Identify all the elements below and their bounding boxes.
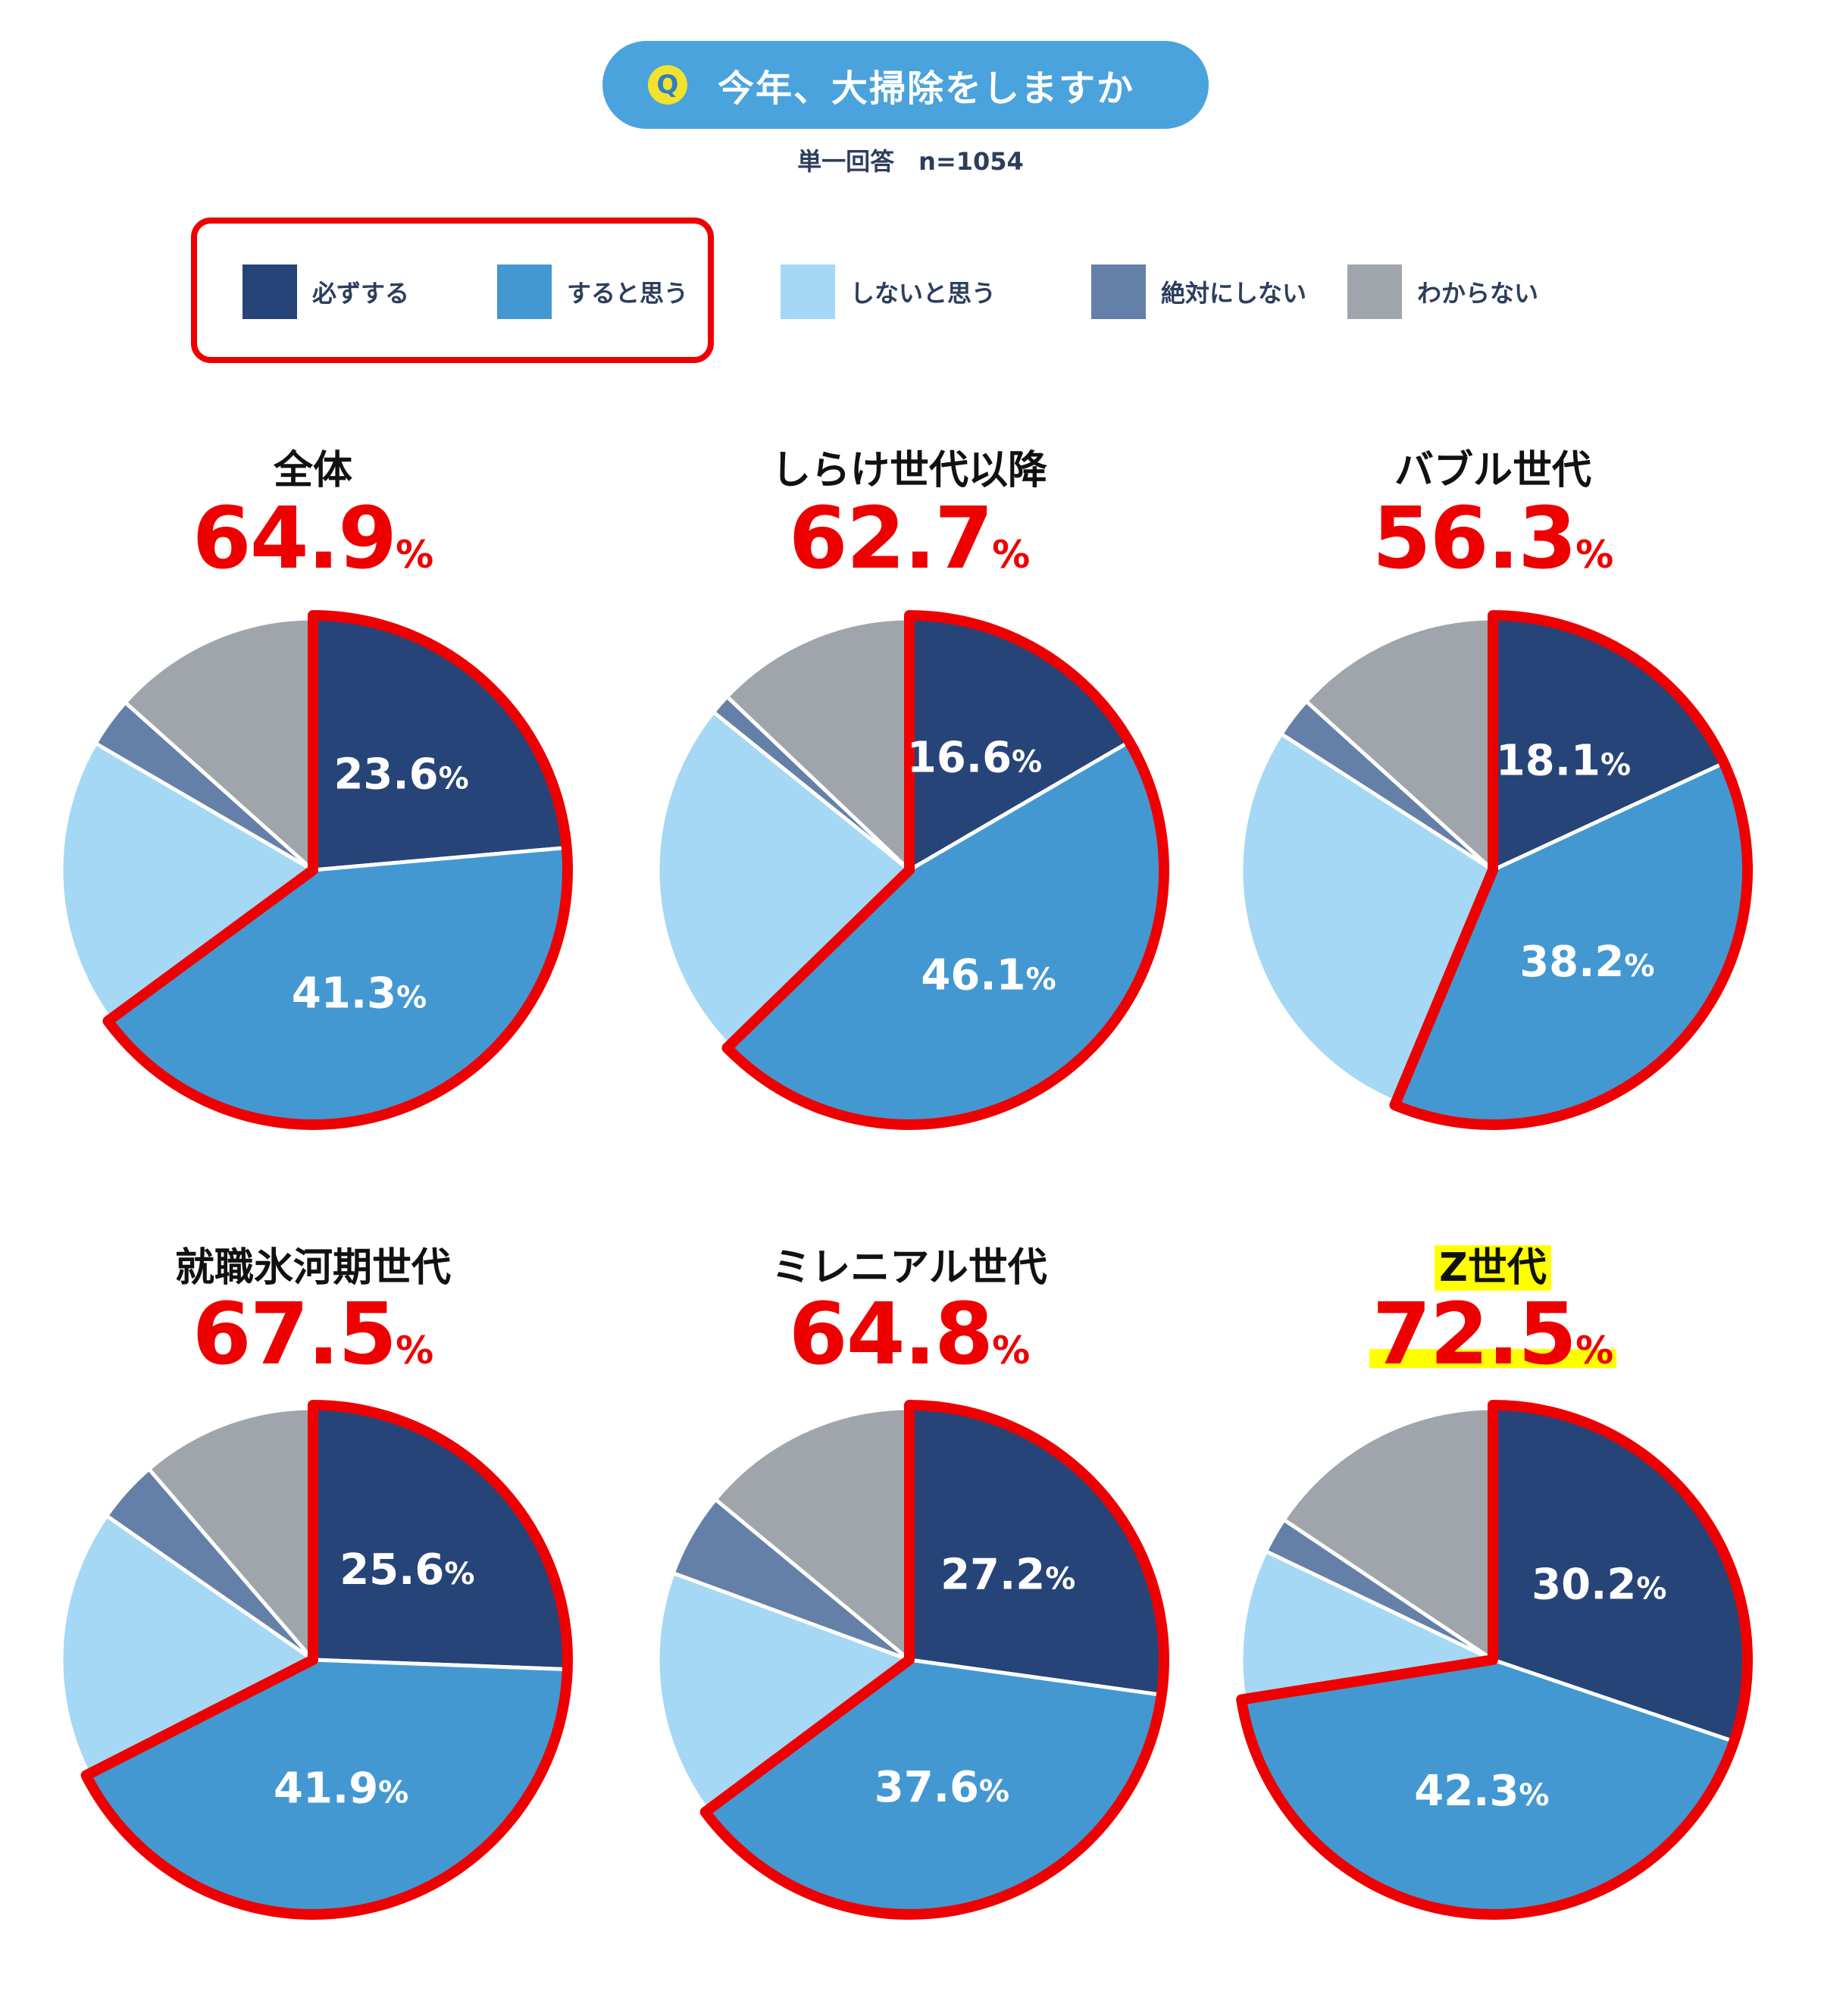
pie-slice bbox=[311, 1406, 567, 1672]
highlight-outline bbox=[699, 1400, 1169, 1920]
pie-total-value: 64.8 bbox=[788, 1285, 993, 1384]
pie-total: 64.9% bbox=[101, 496, 525, 581]
pie-slice bbox=[123, 616, 315, 872]
slice-label: 37.6% bbox=[875, 1763, 1009, 1812]
pie-total-unit: % bbox=[396, 1329, 434, 1373]
legend-item: 絶対にしない bbox=[1091, 265, 1306, 319]
slice-label: 42.3% bbox=[1414, 1767, 1549, 1816]
pie-title: しらけ世代以降 bbox=[697, 438, 1122, 495]
legend-item: わからない bbox=[1347, 265, 1538, 319]
slice-label: 41.9% bbox=[274, 1764, 408, 1814]
question-banner: Q 今年、大掃除をしますか bbox=[602, 41, 1209, 129]
pie-total-unit: % bbox=[992, 533, 1031, 577]
answer-type-note: 単一回答 n=1054 bbox=[797, 147, 1024, 176]
pie-slice bbox=[59, 1514, 315, 1777]
pie-total-box: 56.3% bbox=[1372, 496, 1613, 581]
pie-title-text: ミレニアル世代 bbox=[771, 1245, 1047, 1291]
pie-chart: 30.2% 42.3% bbox=[1236, 1400, 1753, 1920]
pie-chart: 23.6% 41.3% bbox=[59, 610, 573, 1130]
pie-total-box: 64.8% bbox=[789, 1292, 1030, 1377]
pie-slice bbox=[713, 1406, 912, 1662]
pie-total-box: 67.5% bbox=[192, 1292, 433, 1377]
pie-total-unit: % bbox=[396, 533, 434, 577]
highlight-outline bbox=[1236, 1400, 1753, 1920]
pie-chart: 25.6% 41.9% bbox=[59, 1400, 573, 1920]
slice-label: 38.2% bbox=[1519, 938, 1654, 987]
highlight-outline bbox=[1389, 610, 1753, 1130]
pie-chart: 16.6% 46.1% bbox=[655, 610, 1169, 1130]
pie-chart: 27.2% 37.6% bbox=[655, 1400, 1169, 1920]
pie-total: 64.8% bbox=[697, 1292, 1122, 1377]
pie-title: 全体 bbox=[101, 438, 525, 495]
legend-swatch bbox=[497, 265, 552, 319]
pie-total: 62.7% bbox=[697, 496, 1122, 581]
pie-slice bbox=[59, 741, 315, 1022]
legend-swatch bbox=[1091, 265, 1146, 319]
slice-label: 30.2% bbox=[1532, 1560, 1666, 1609]
pie-title-text: しらけ世代以降 bbox=[771, 448, 1047, 493]
pie-slice bbox=[1239, 1549, 1495, 1701]
legend-swatch bbox=[242, 265, 297, 319]
pie-title: バブル世代 bbox=[1281, 438, 1705, 495]
legend-item: 必ずする bbox=[242, 265, 409, 319]
pie-title-text: 就職氷河期世代 bbox=[174, 1245, 451, 1291]
legend-item: しないと思う bbox=[781, 265, 996, 319]
pie-title-text: Z世代 bbox=[1435, 1245, 1551, 1291]
highlight-outline bbox=[102, 610, 573, 1130]
legend-label: わからない bbox=[1417, 279, 1539, 308]
legend-label: すると思う bbox=[567, 279, 689, 308]
slice-label: 41.3% bbox=[292, 969, 427, 1018]
pie-title-text: 全体 bbox=[273, 448, 352, 493]
pie-total-unit: % bbox=[1575, 533, 1614, 577]
question-text: 今年、大掃除をしますか bbox=[718, 67, 1135, 110]
legend-swatch bbox=[781, 265, 835, 319]
pie-total: 67.5% bbox=[101, 1292, 525, 1377]
pie-total: 56.3% bbox=[1281, 496, 1705, 581]
pie-slice bbox=[147, 1406, 315, 1662]
pie-slice bbox=[1304, 616, 1495, 872]
pie-slice bbox=[1281, 1406, 1495, 1662]
pie-total-value: 62.7 bbox=[788, 490, 993, 588]
pie-total-box: 62.7% bbox=[789, 496, 1030, 581]
highlight-outline bbox=[721, 610, 1169, 1130]
pie-title-text: バブル世代 bbox=[1394, 448, 1591, 493]
pie-total-unit: % bbox=[1575, 1329, 1614, 1373]
pie-total-value: 72.5 bbox=[1372, 1285, 1577, 1384]
highlight-outline bbox=[80, 1400, 573, 1920]
slice-label: 25.6% bbox=[339, 1545, 474, 1595]
pie-total-value: 67.5 bbox=[192, 1285, 397, 1384]
pie-slice bbox=[724, 616, 912, 872]
pie-slice bbox=[655, 1571, 912, 1813]
pie-slice bbox=[655, 710, 912, 1048]
legend-swatch bbox=[1347, 265, 1402, 319]
pie-total-unit: % bbox=[992, 1329, 1031, 1373]
pie-title: 就職氷河期世代 bbox=[101, 1235, 525, 1292]
slice-label: 23.6% bbox=[333, 750, 468, 800]
q-icon: Q bbox=[648, 65, 687, 105]
legend-label: 必ずする bbox=[312, 279, 410, 308]
legend-label: 絶対にしない bbox=[1161, 279, 1307, 308]
pie-slice bbox=[311, 616, 566, 872]
pie-total-value: 64.9 bbox=[192, 490, 397, 588]
slice-label: 18.1% bbox=[1496, 737, 1631, 786]
slice-label: 27.2% bbox=[940, 1551, 1075, 1600]
pie-total: 72.5% bbox=[1281, 1292, 1705, 1377]
slice-label: 46.1% bbox=[921, 950, 1056, 1000]
pie-title: ミレニアル世代 bbox=[697, 1235, 1122, 1292]
pie-chart: 18.1% 38.2% bbox=[1239, 610, 1753, 1130]
slice-label: 16.6% bbox=[907, 733, 1042, 782]
pie-total-value: 56.3 bbox=[1372, 490, 1577, 588]
legend-item: すると思う bbox=[497, 265, 688, 319]
pie-total-box: 72.5% bbox=[1369, 1292, 1617, 1377]
pie-title: Z世代 bbox=[1281, 1235, 1705, 1292]
pie-total-box: 64.9% bbox=[192, 496, 433, 581]
legend-highlight-frame bbox=[191, 218, 714, 363]
legend-label: しないと思う bbox=[850, 279, 997, 308]
